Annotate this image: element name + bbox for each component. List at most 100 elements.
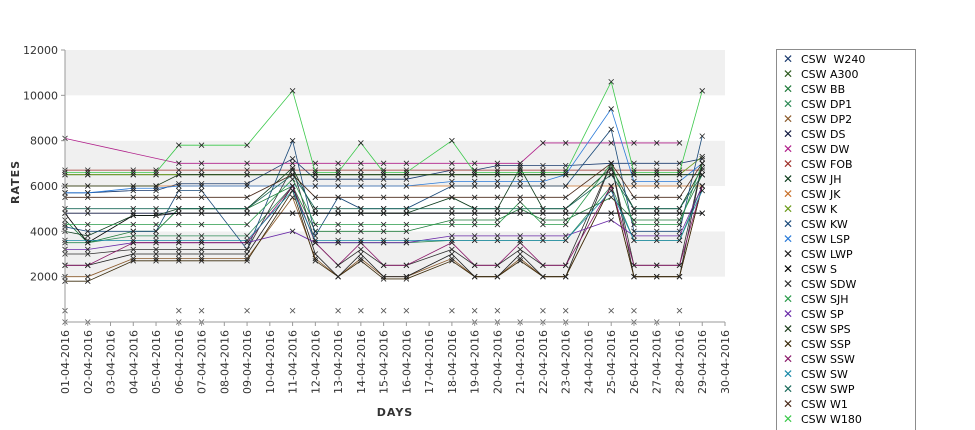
data-point	[449, 258, 455, 264]
data-point	[471, 210, 478, 216]
legend-item[interactable]: ✕ CSW W240	[781, 52, 865, 66]
data-point	[494, 210, 501, 216]
x-tick-label: 21-04-2016	[514, 330, 527, 394]
data-point	[153, 246, 159, 253]
legend-item[interactable]: ✕ CSW K	[781, 202, 837, 216]
data-point	[289, 137, 296, 144]
series-line	[65, 174, 703, 187]
legend-item[interactable]: ✕ CSW SDW	[781, 277, 856, 291]
legend-item[interactable]: ✕ CSW DS	[781, 127, 846, 141]
x-tick-label: 24-04-2016	[582, 330, 595, 394]
data-point	[380, 205, 387, 212]
data-point	[244, 239, 250, 246]
data-point	[153, 239, 159, 246]
data-point	[312, 171, 319, 178]
legend-item[interactable]: ✕ CSW JK	[781, 187, 841, 201]
series-csw-sw	[62, 187, 706, 244]
data-point	[494, 237, 501, 244]
legend-item[interactable]: ✕ CSW BB	[781, 82, 845, 96]
legend-item[interactable]: ✕ CSW SP	[781, 307, 844, 321]
data-point	[562, 183, 569, 189]
data-point	[380, 194, 387, 201]
data-point	[130, 183, 137, 189]
y-tick-label: 8000	[30, 135, 58, 148]
data-point	[494, 162, 501, 169]
legend-item[interactable]: ✕ CSW A300	[781, 67, 859, 81]
data-point	[676, 237, 683, 244]
data-point	[335, 210, 341, 216]
data-point	[562, 262, 569, 269]
data-point	[244, 246, 250, 253]
data-point	[631, 183, 637, 189]
data-point	[517, 167, 523, 173]
series-line	[65, 162, 703, 225]
data-point	[380, 221, 387, 228]
data-point	[130, 258, 137, 264]
legend-item[interactable]: ✕ CSW W1	[781, 397, 848, 411]
legend-item[interactable]: ✕ CSW SJH	[781, 292, 849, 306]
legend-marker-icon: ✕	[782, 82, 794, 96]
data-point	[153, 194, 159, 201]
data-point	[244, 258, 250, 264]
data-point	[699, 133, 706, 139]
data-point	[653, 183, 660, 189]
data-point	[176, 183, 182, 189]
data-point	[130, 239, 137, 246]
data-point	[130, 212, 137, 219]
data-point	[562, 221, 569, 228]
legend-item[interactable]: ✕ CSW DP2	[781, 112, 852, 126]
data-point	[471, 171, 478, 178]
legend-item[interactable]: ✕ CSW SSW	[781, 352, 855, 366]
y-axis-title: RATES	[9, 160, 22, 204]
x-tick-label: 10-04-2016	[264, 330, 277, 394]
data-point	[608, 210, 614, 216]
data-point	[153, 187, 159, 194]
x-axis-ticks: 01-04-2016 02-04-2016 03-04-2016 04-04-2016…	[59, 322, 732, 394]
legend-label: CSW W240	[801, 52, 866, 66]
data-point	[449, 217, 455, 223]
data-point	[471, 233, 478, 239]
legend-marker-icon: ✕	[782, 382, 794, 396]
series-line	[65, 162, 703, 198]
legend-item[interactable]: ✕ CSW SWP	[781, 382, 855, 396]
legend-item[interactable]: ✕ CSW JH	[781, 172, 842, 186]
data-point	[676, 183, 683, 189]
data-point	[176, 307, 182, 314]
legend-item[interactable]: ✕ CSW KW	[781, 217, 848, 231]
legend-label: CSW DP2	[801, 112, 853, 126]
legend-item[interactable]: ✕ CSW SPS	[781, 322, 851, 336]
data-point	[358, 176, 364, 182]
legend-item[interactable]: ✕ CSW LSP	[781, 232, 850, 246]
data-point	[176, 237, 182, 244]
data-point	[449, 233, 455, 239]
data-point	[471, 217, 478, 223]
legend-item[interactable]: ✕ CSW LWP	[781, 247, 853, 261]
data-point	[540, 210, 546, 216]
data-point	[403, 276, 410, 282]
legend-label: CSW BB	[801, 82, 846, 96]
data-point	[540, 273, 546, 280]
legend-item[interactable]: ✕ CSW DW	[781, 142, 849, 156]
legend-item[interactable]: ✕ CSW SSP	[781, 337, 851, 351]
data-point	[494, 307, 501, 314]
x-tick-label: 06-04-2016	[173, 330, 186, 394]
legend-item[interactable]: ✕ CSW FOB	[781, 157, 853, 171]
legend-item[interactable]: ✕ CSW SW	[781, 367, 848, 381]
x-tick-label: 03-04-2016	[105, 330, 118, 394]
legend-label: CSW SSW	[801, 352, 855, 366]
data-point	[676, 307, 683, 314]
legend-marker-icon: ✕	[782, 337, 794, 351]
data-point	[562, 194, 569, 201]
legend-item[interactable]: ✕ CSW DP1	[781, 97, 852, 111]
legend-item[interactable]: ✕ CSW S	[781, 262, 837, 276]
data-point	[653, 205, 660, 212]
legend-item[interactable]: ✕ CSW W180	[781, 412, 862, 426]
data-point	[403, 228, 410, 235]
data-point	[471, 178, 478, 185]
data-point	[494, 221, 501, 228]
data-point	[631, 307, 637, 314]
data-point	[198, 233, 205, 239]
data-point	[699, 183, 706, 189]
data-point	[289, 88, 296, 94]
series-csw-w1	[62, 160, 706, 201]
